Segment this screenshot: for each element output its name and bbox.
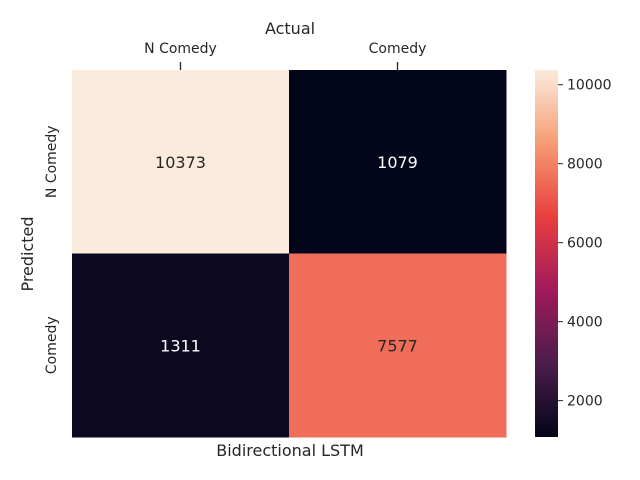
cell-value-label: 7577 — [377, 336, 418, 355]
x-axis-label: Bidirectional LSTM — [216, 441, 364, 460]
y-axis-label: Predicted — [18, 216, 37, 291]
colorbar — [535, 70, 558, 437]
colorbar-ticks: 2000 4000 6000 8000 10000 — [558, 78, 612, 410]
colorbar-tick-label: 6000 — [567, 236, 603, 252]
x-tick-label: Comedy — [369, 41, 427, 57]
cell-value-label: 1311 — [160, 336, 201, 355]
y-tick-label: N Comedy — [44, 125, 60, 198]
heatmap-cell — [72, 253, 290, 438]
heatmap-cell — [72, 70, 290, 254]
cell-value-label: 1079 — [377, 153, 418, 172]
heatmap-cell — [289, 70, 507, 254]
y-axis-ticks: N Comedy Comedy — [44, 125, 60, 374]
colorbar-tick-label: 2000 — [567, 394, 603, 410]
x-tick-label: N Comedy — [144, 41, 217, 57]
x-axis-ticks: N Comedy Comedy — [144, 41, 426, 70]
y-tick-label: Comedy — [44, 316, 60, 374]
colorbar-tick-label: 8000 — [567, 157, 603, 173]
colorbar-tick-label: 4000 — [567, 315, 603, 331]
chart-title: Actual — [265, 19, 315, 38]
cell-value-label: 10373 — [155, 153, 206, 172]
heatmap-cell — [289, 253, 507, 438]
colorbar-tick-label: 10000 — [567, 78, 612, 94]
heatmap-cells: 10373 1079 1311 7577 — [72, 70, 507, 438]
